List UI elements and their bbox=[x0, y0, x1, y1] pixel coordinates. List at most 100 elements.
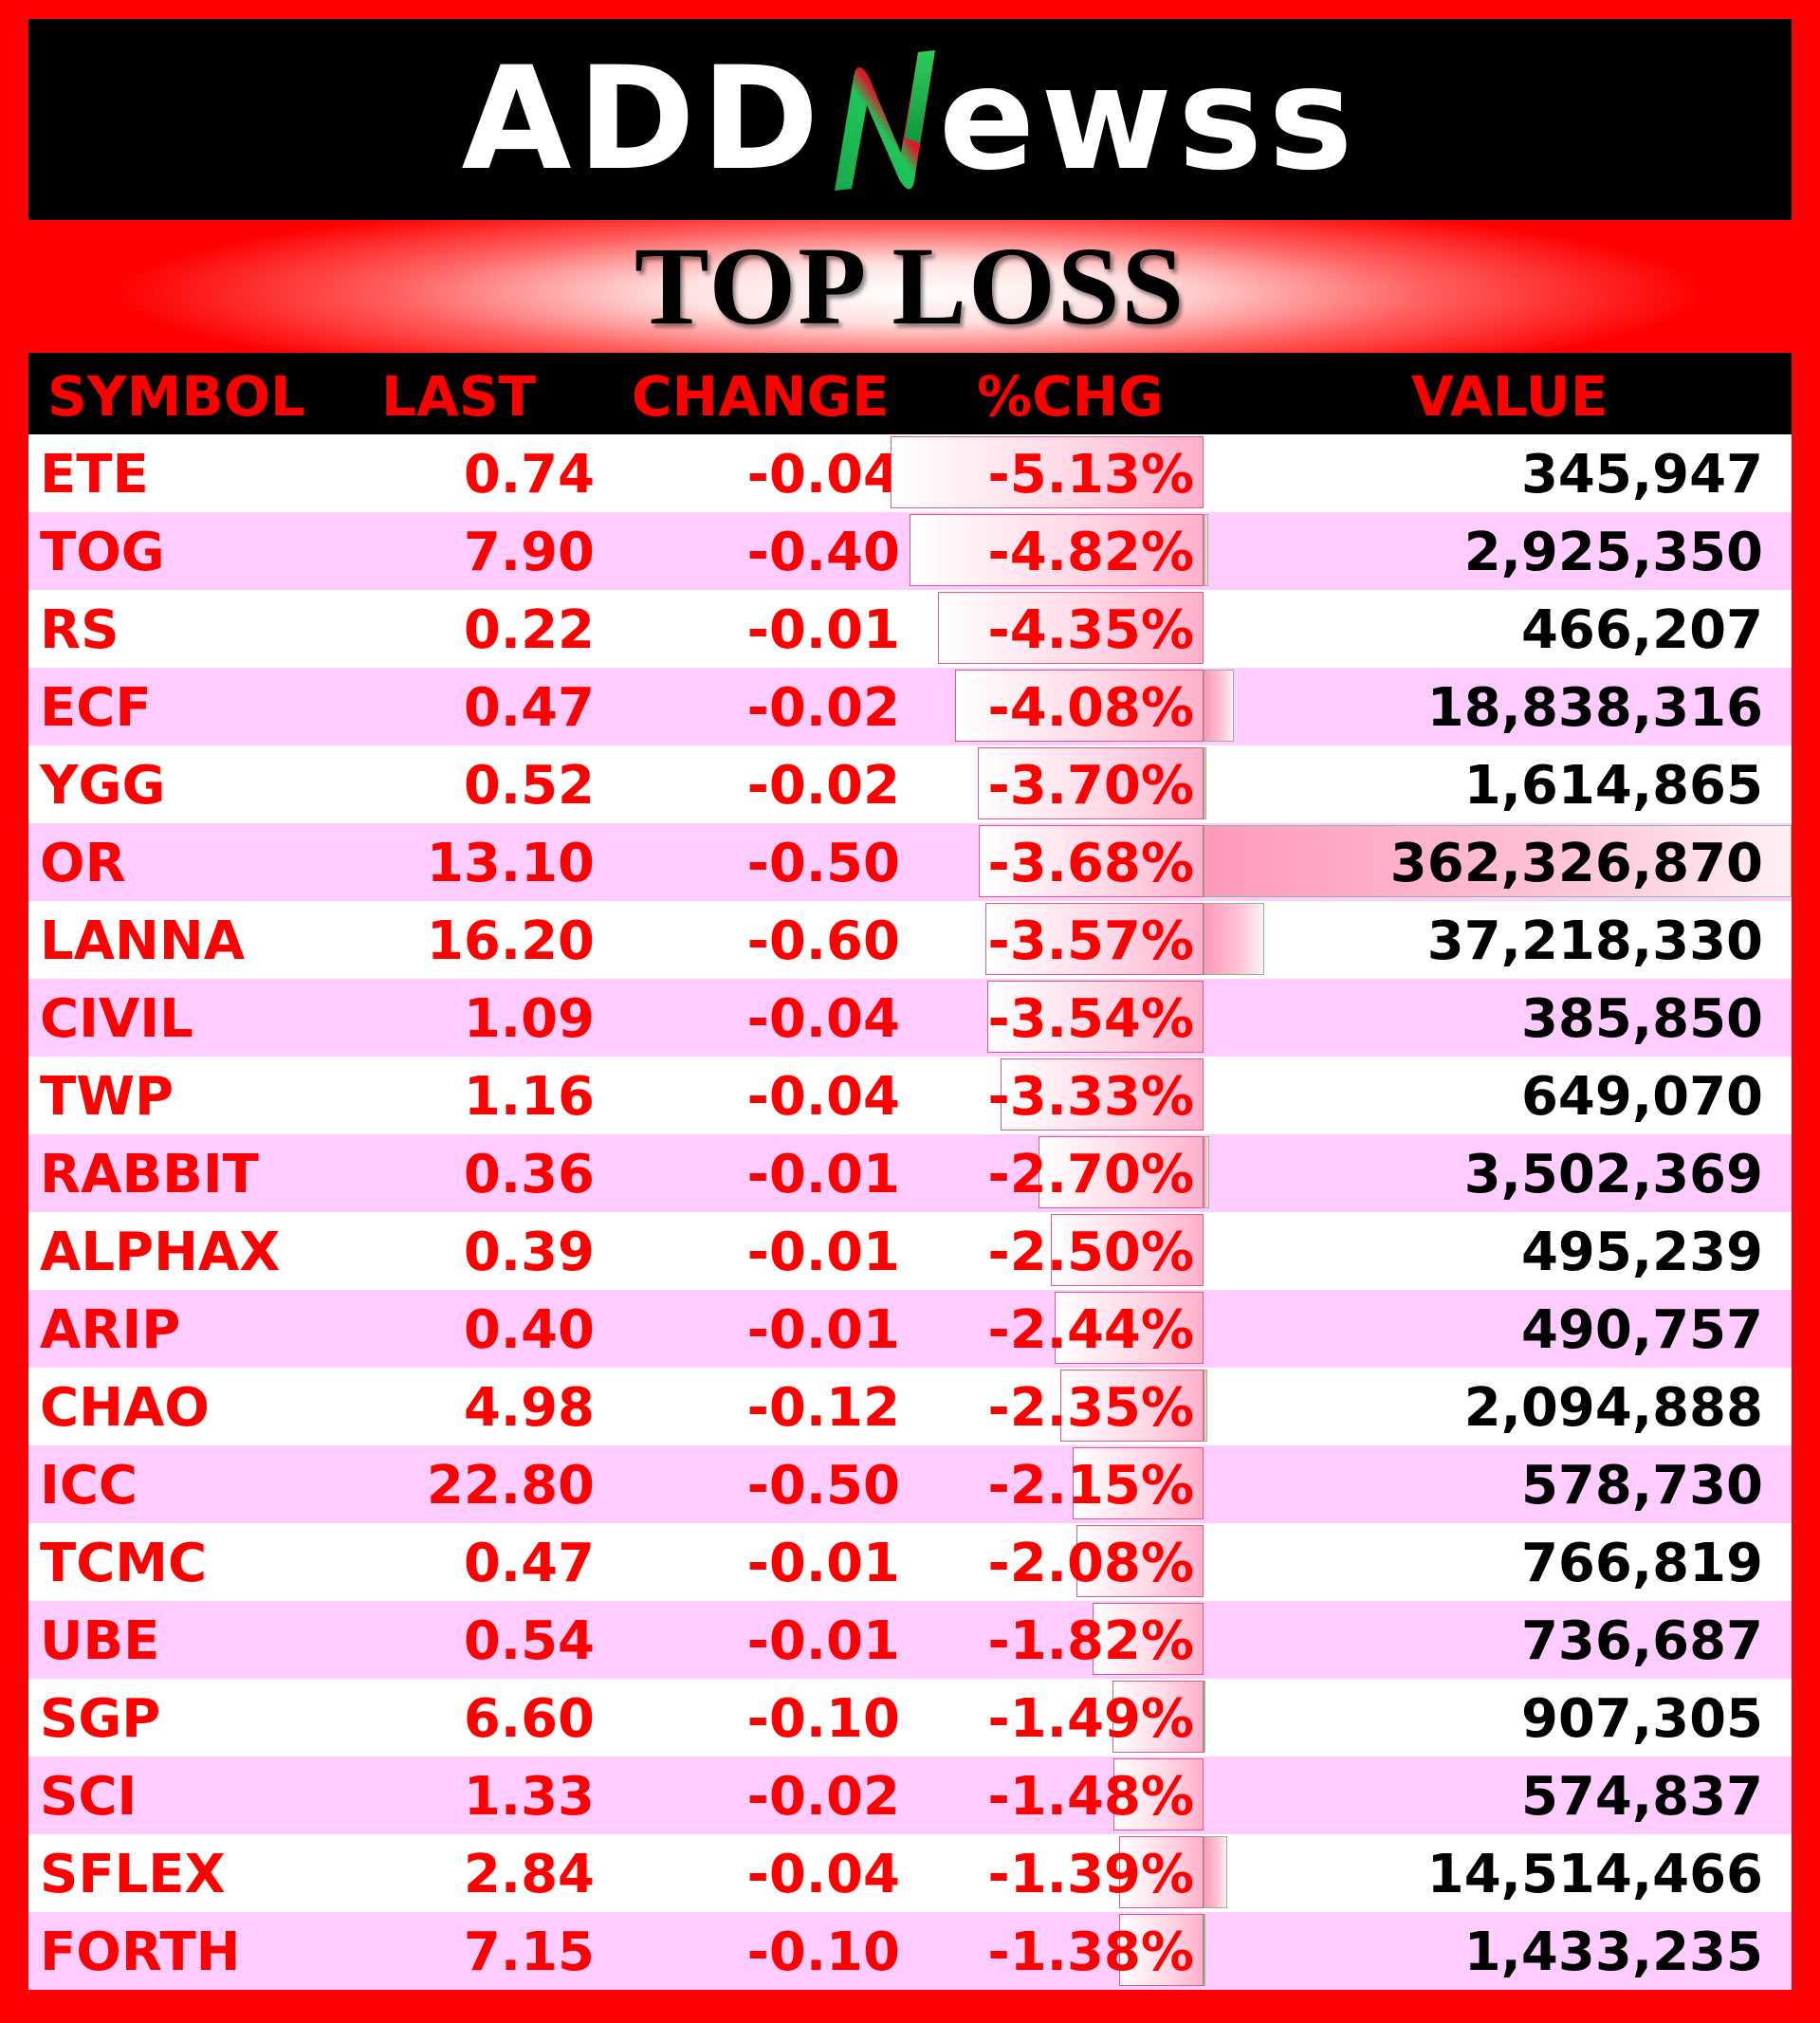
change-cell: -0.01 bbox=[746, 1610, 900, 1672]
table-row: ECF 0.47 -0.02 -4.08% 18,838,316 bbox=[28, 668, 1792, 745]
symbol-cell: RABBIT bbox=[40, 1144, 259, 1205]
value-cell: 3,502,369 bbox=[1463, 1144, 1763, 1205]
value-cell: 466,207 bbox=[1520, 599, 1763, 661]
table-row: ARIP 0.40 -0.01 -2.44% 490,757 bbox=[28, 1290, 1792, 1368]
table-row: YGG 0.52 -0.02 -3.70% 1,614,865 bbox=[28, 745, 1792, 823]
page-title: TOP LOSS bbox=[634, 224, 1186, 348]
pct-change-cell: -2.35% bbox=[987, 1377, 1194, 1439]
table-row: FORTH 7.15 -0.10 -1.38% 1,433,235 bbox=[28, 1912, 1792, 1990]
table-row: CHAO 4.98 -0.12 -2.35% 2,094,888 bbox=[28, 1368, 1792, 1445]
last-price-cell: 4.98 bbox=[463, 1377, 595, 1439]
change-cell: -0.04 bbox=[746, 1844, 900, 1905]
pct-change-bar bbox=[1113, 1758, 1204, 1830]
pct-change-cell: -1.39% bbox=[987, 1844, 1194, 1905]
last-price-cell: 6.60 bbox=[463, 1688, 595, 1750]
table-row: LANNA 16.20 -0.60 -3.57% 37,218,330 bbox=[28, 901, 1792, 979]
symbol-cell: ECF bbox=[40, 677, 152, 739]
pct-change-bar bbox=[1093, 1603, 1204, 1675]
last-price-cell: 7.15 bbox=[463, 1922, 595, 1983]
value-cell: 37,218,330 bbox=[1426, 910, 1763, 972]
last-price-cell: 0.40 bbox=[463, 1299, 595, 1361]
symbol-cell: CIVIL bbox=[40, 988, 193, 1050]
value-bar bbox=[1204, 1370, 1207, 1442]
table-row: ICC 22.80 -0.50 -2.15% 578,730 bbox=[28, 1445, 1792, 1523]
brand-logo: ADD ewss bbox=[462, 19, 1359, 220]
column-header-change: CHANGE bbox=[632, 364, 890, 429]
last-price-cell: 2.84 bbox=[463, 1844, 595, 1905]
value-bar bbox=[1204, 747, 1206, 819]
value-cell: 2,094,888 bbox=[1463, 1377, 1763, 1439]
last-price-cell: 16.20 bbox=[426, 910, 595, 972]
table-row: CIVIL 1.09 -0.04 -3.54% 385,850 bbox=[28, 979, 1792, 1057]
last-price-cell: 0.22 bbox=[463, 599, 595, 661]
table-row: RS 0.22 -0.01 -4.35% 466,207 bbox=[28, 590, 1792, 668]
value-cell: 18,838,316 bbox=[1426, 677, 1763, 739]
symbol-cell: TCMC bbox=[40, 1533, 208, 1594]
table-row: ALPHAX 0.39 -0.01 -2.50% 495,239 bbox=[28, 1212, 1792, 1290]
change-cell: -0.60 bbox=[746, 910, 900, 972]
value-cell: 649,070 bbox=[1520, 1066, 1763, 1128]
pct-change-cell: -2.50% bbox=[987, 1222, 1194, 1283]
change-cell: -0.01 bbox=[746, 1144, 900, 1205]
table-header: SYMBOL LAST CHANGE %CHG VALUE bbox=[28, 353, 1792, 434]
change-cell: -0.02 bbox=[746, 677, 900, 739]
symbol-cell: TOG bbox=[40, 522, 165, 583]
change-cell: -0.10 bbox=[746, 1922, 900, 1983]
value-cell: 766,819 bbox=[1520, 1533, 1763, 1594]
value-bar bbox=[1204, 825, 1792, 897]
value-cell: 345,947 bbox=[1520, 444, 1763, 506]
value-bar bbox=[1204, 1836, 1227, 1908]
value-cell: 2,925,350 bbox=[1463, 522, 1763, 583]
table-row: RABBIT 0.36 -0.01 -2.70% 3,502,369 bbox=[28, 1134, 1792, 1212]
symbol-cell: SCI bbox=[40, 1766, 138, 1828]
pct-change-bar bbox=[985, 903, 1204, 975]
table-row: TOG 7.90 -0.40 -4.82% 2,925,350 bbox=[28, 512, 1792, 590]
table-row: UBE 0.54 -0.01 -1.82% 736,687 bbox=[28, 1601, 1792, 1679]
last-price-cell: 1.33 bbox=[463, 1766, 595, 1828]
value-bar bbox=[1204, 670, 1234, 742]
pct-change-bar bbox=[1055, 1292, 1204, 1364]
last-price-cell: 0.52 bbox=[463, 755, 595, 817]
pct-change-bar bbox=[1051, 1214, 1204, 1286]
pct-change-bar bbox=[1073, 1447, 1204, 1519]
value-cell: 907,305 bbox=[1520, 1688, 1763, 1750]
pct-change-bar bbox=[1001, 1058, 1204, 1131]
logo-text-right: ewss bbox=[938, 37, 1359, 202]
column-header-symbol: SYMBOL bbox=[47, 364, 305, 429]
logo-n-mark bbox=[834, 50, 935, 191]
last-price-cell: 1.09 bbox=[463, 988, 595, 1050]
pct-change-bar bbox=[979, 825, 1204, 897]
column-header-value: VALUE bbox=[1411, 364, 1609, 429]
symbol-cell: ETE bbox=[40, 444, 149, 506]
value-bar bbox=[1204, 1136, 1209, 1208]
pct-change-cell: -1.38% bbox=[987, 1922, 1194, 1983]
pct-change-bar bbox=[1119, 1914, 1204, 1986]
change-cell: -0.01 bbox=[746, 1299, 900, 1361]
value-cell: 1,614,865 bbox=[1463, 755, 1763, 817]
last-price-cell: 0.39 bbox=[463, 1222, 595, 1283]
logo-text-left: ADD bbox=[461, 37, 825, 202]
symbol-cell: SGP bbox=[40, 1688, 161, 1750]
last-price-cell: 7.90 bbox=[463, 522, 595, 583]
change-cell: -0.50 bbox=[746, 1455, 900, 1517]
symbol-cell: OR bbox=[40, 833, 126, 894]
symbol-cell: ALPHAX bbox=[40, 1222, 281, 1283]
value-cell: 1,433,235 bbox=[1463, 1922, 1763, 1983]
value-cell: 736,687 bbox=[1520, 1610, 1763, 1672]
change-cell: -0.10 bbox=[746, 1688, 900, 1750]
change-cell: -0.04 bbox=[746, 988, 900, 1050]
table-row: SFLEX 2.84 -0.04 -1.39% 14,514,466 bbox=[28, 1834, 1792, 1912]
pct-change-cell: -2.44% bbox=[987, 1299, 1194, 1361]
change-cell: -0.12 bbox=[746, 1377, 900, 1439]
pct-change-cell: -4.35% bbox=[987, 599, 1194, 661]
pct-change-cell: -3.68% bbox=[987, 833, 1194, 894]
table-row: SGP 6.60 -0.10 -1.49% 907,305 bbox=[28, 1679, 1792, 1756]
pct-change-bar bbox=[955, 670, 1204, 742]
pct-change-cell: -3.70% bbox=[987, 755, 1194, 817]
last-price-cell: 22.80 bbox=[426, 1455, 595, 1517]
value-cell: 490,757 bbox=[1520, 1299, 1763, 1361]
pct-change-bar bbox=[1112, 1681, 1204, 1753]
change-cell: -0.02 bbox=[746, 755, 900, 817]
pct-change-cell: -4.08% bbox=[987, 677, 1194, 739]
